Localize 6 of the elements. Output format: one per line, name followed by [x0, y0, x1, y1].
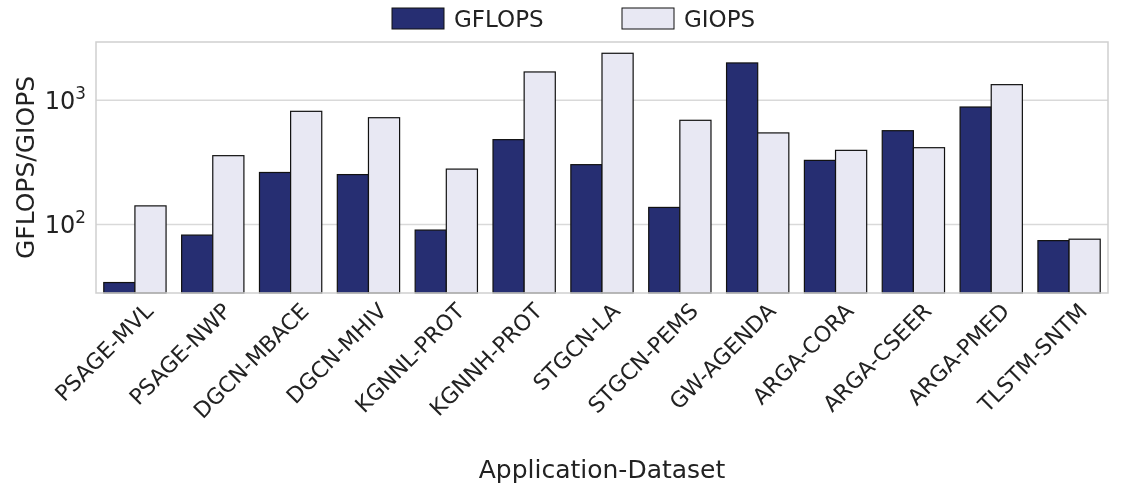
y-axis-title: GFLOPS/GIOPS: [11, 75, 40, 260]
y-tick-label: 10$^{3}$: [44, 83, 86, 116]
legend-label: GFLOPS: [454, 6, 544, 33]
legend-label: GIOPS: [684, 6, 756, 33]
x-axis-title: Application-Dataset: [478, 455, 726, 484]
y-tick-label: 10$^{2}$: [44, 207, 86, 240]
